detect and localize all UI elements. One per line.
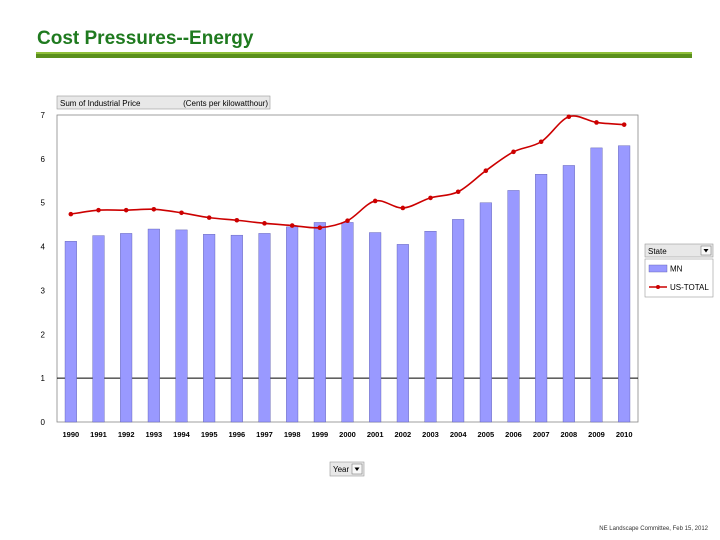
point-US-TOTAL-2003 [428, 195, 433, 201]
bar-MN-1995 [203, 234, 216, 423]
x-tick-label: 1996 [228, 430, 245, 439]
x-tick-label: 2007 [533, 430, 550, 439]
point-US-TOTAL-1992 [123, 207, 129, 213]
x-tick-label: 1999 [311, 430, 328, 439]
units-label: (Cents per kilowatthour) [183, 99, 268, 108]
bar-MN-2006 [507, 190, 520, 423]
point-US-TOTAL-1995 [206, 215, 212, 220]
point-US-TOTAL-2008 [566, 114, 572, 120]
bar-MN-2004 [452, 219, 465, 423]
point-US-TOTAL-1991 [96, 207, 101, 213]
point-US-TOTAL-2007 [538, 139, 544, 145]
x-tick-label: 2004 [450, 430, 468, 439]
x-tick-label: 1998 [284, 430, 301, 439]
legend-label-MN: MN [670, 265, 683, 274]
point-US-TOTAL-2005 [483, 168, 489, 173]
point-US-TOTAL-1997 [262, 221, 267, 226]
title-rule [36, 52, 692, 58]
field-label: Sum of Industrial Price [60, 99, 141, 108]
x-tick-label: 1994 [173, 430, 191, 439]
bar-MN-1996 [230, 234, 243, 423]
x-tick-label: 1995 [201, 430, 218, 439]
point-US-TOTAL-2001 [372, 198, 378, 204]
bar-MN-2009 [590, 147, 603, 423]
point-US-TOTAL-1993 [151, 206, 157, 212]
point-US-TOTAL-2009 [594, 120, 599, 125]
legend-title-box [644, 243, 714, 258]
legend-title: State [648, 247, 667, 256]
point-US-TOTAL-1999 [317, 225, 323, 231]
bar-MN-2002 [396, 244, 409, 423]
legend-box [644, 258, 714, 298]
point-US-TOTAL-2002 [400, 205, 406, 211]
x-tick-label: 1993 [145, 430, 162, 439]
footer-text: NE Landscape Committee, Feb 15, 2012 [599, 526, 708, 532]
bar-MN-1999 [313, 222, 326, 423]
point-US-TOTAL-2000 [345, 218, 350, 223]
y-tick-label: 7 [41, 111, 46, 120]
point-US-TOTAL-2010 [621, 122, 627, 127]
y-tick-label: 6 [41, 155, 46, 164]
legend-label-US-TOTAL: US-TOTAL [670, 283, 709, 292]
x-tick-label: 2009 [588, 430, 605, 439]
bar-MN-2008 [562, 165, 575, 423]
legend-swatch-MN [648, 264, 668, 273]
legend-marker-US-TOTAL [656, 285, 660, 289]
y-tick-label: 1 [41, 374, 46, 383]
slide-title: Cost Pressures--Energy [37, 28, 254, 49]
bar-MN-2010 [618, 145, 631, 423]
bar-MN-1993 [147, 228, 160, 423]
x-tick-label: 2006 [505, 430, 522, 439]
point-US-TOTAL-1994 [179, 210, 184, 216]
y-tick-label: 0 [41, 418, 46, 427]
x-tick-label: 2010 [616, 430, 633, 439]
point-US-TOTAL-1996 [234, 217, 240, 223]
bar-MN-2007 [535, 174, 548, 423]
x-tick-label: 2002 [394, 430, 411, 439]
x-field-label: Year [333, 465, 350, 474]
bar-MN-1992 [120, 233, 133, 423]
x-tick-label: 1990 [62, 430, 79, 439]
chevron-down-icon [354, 467, 360, 471]
x-tick-label: 2001 [367, 430, 384, 439]
bar-MN-1997 [258, 233, 271, 423]
field-header-box [56, 95, 271, 110]
bar-MN-1994 [175, 229, 188, 423]
y-tick-label: 2 [41, 330, 46, 339]
point-US-TOTAL-1998 [289, 223, 295, 228]
y-tick-label: 3 [41, 286, 46, 295]
bar-MN-1991 [92, 235, 105, 423]
point-US-TOTAL-2004 [455, 189, 461, 195]
x-tick-label: 1992 [118, 430, 135, 439]
x-tick-label: 2000 [339, 430, 356, 439]
point-US-TOTAL-2006 [511, 149, 516, 155]
bar-MN-1998 [286, 226, 299, 423]
chevron-down-icon [703, 249, 709, 253]
point-US-TOTAL-1990 [68, 211, 74, 217]
x-tick-label: 1991 [90, 430, 107, 439]
bar-MN-2005 [479, 202, 492, 423]
x-tick-label: 2003 [422, 430, 439, 439]
bar-MN-2001 [369, 232, 382, 423]
x-tick-label: 2008 [560, 430, 577, 439]
y-tick-label: 5 [41, 199, 46, 208]
bar-MN-2003 [424, 231, 437, 423]
x-tick-label: 1997 [256, 430, 273, 439]
bar-MN-2000 [341, 222, 354, 423]
bar-MN-1990 [64, 241, 77, 423]
y-tick-label: 4 [41, 243, 46, 252]
x-tick-label: 2005 [477, 430, 494, 439]
